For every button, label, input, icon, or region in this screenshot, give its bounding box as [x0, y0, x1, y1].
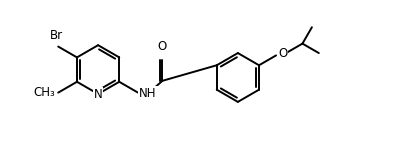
Text: O: O — [278, 47, 287, 60]
Text: CH₃: CH₃ — [33, 86, 55, 99]
Text: N: N — [94, 88, 102, 101]
Text: Br: Br — [50, 29, 63, 42]
Text: NH: NH — [139, 87, 157, 100]
Text: O: O — [158, 40, 167, 53]
